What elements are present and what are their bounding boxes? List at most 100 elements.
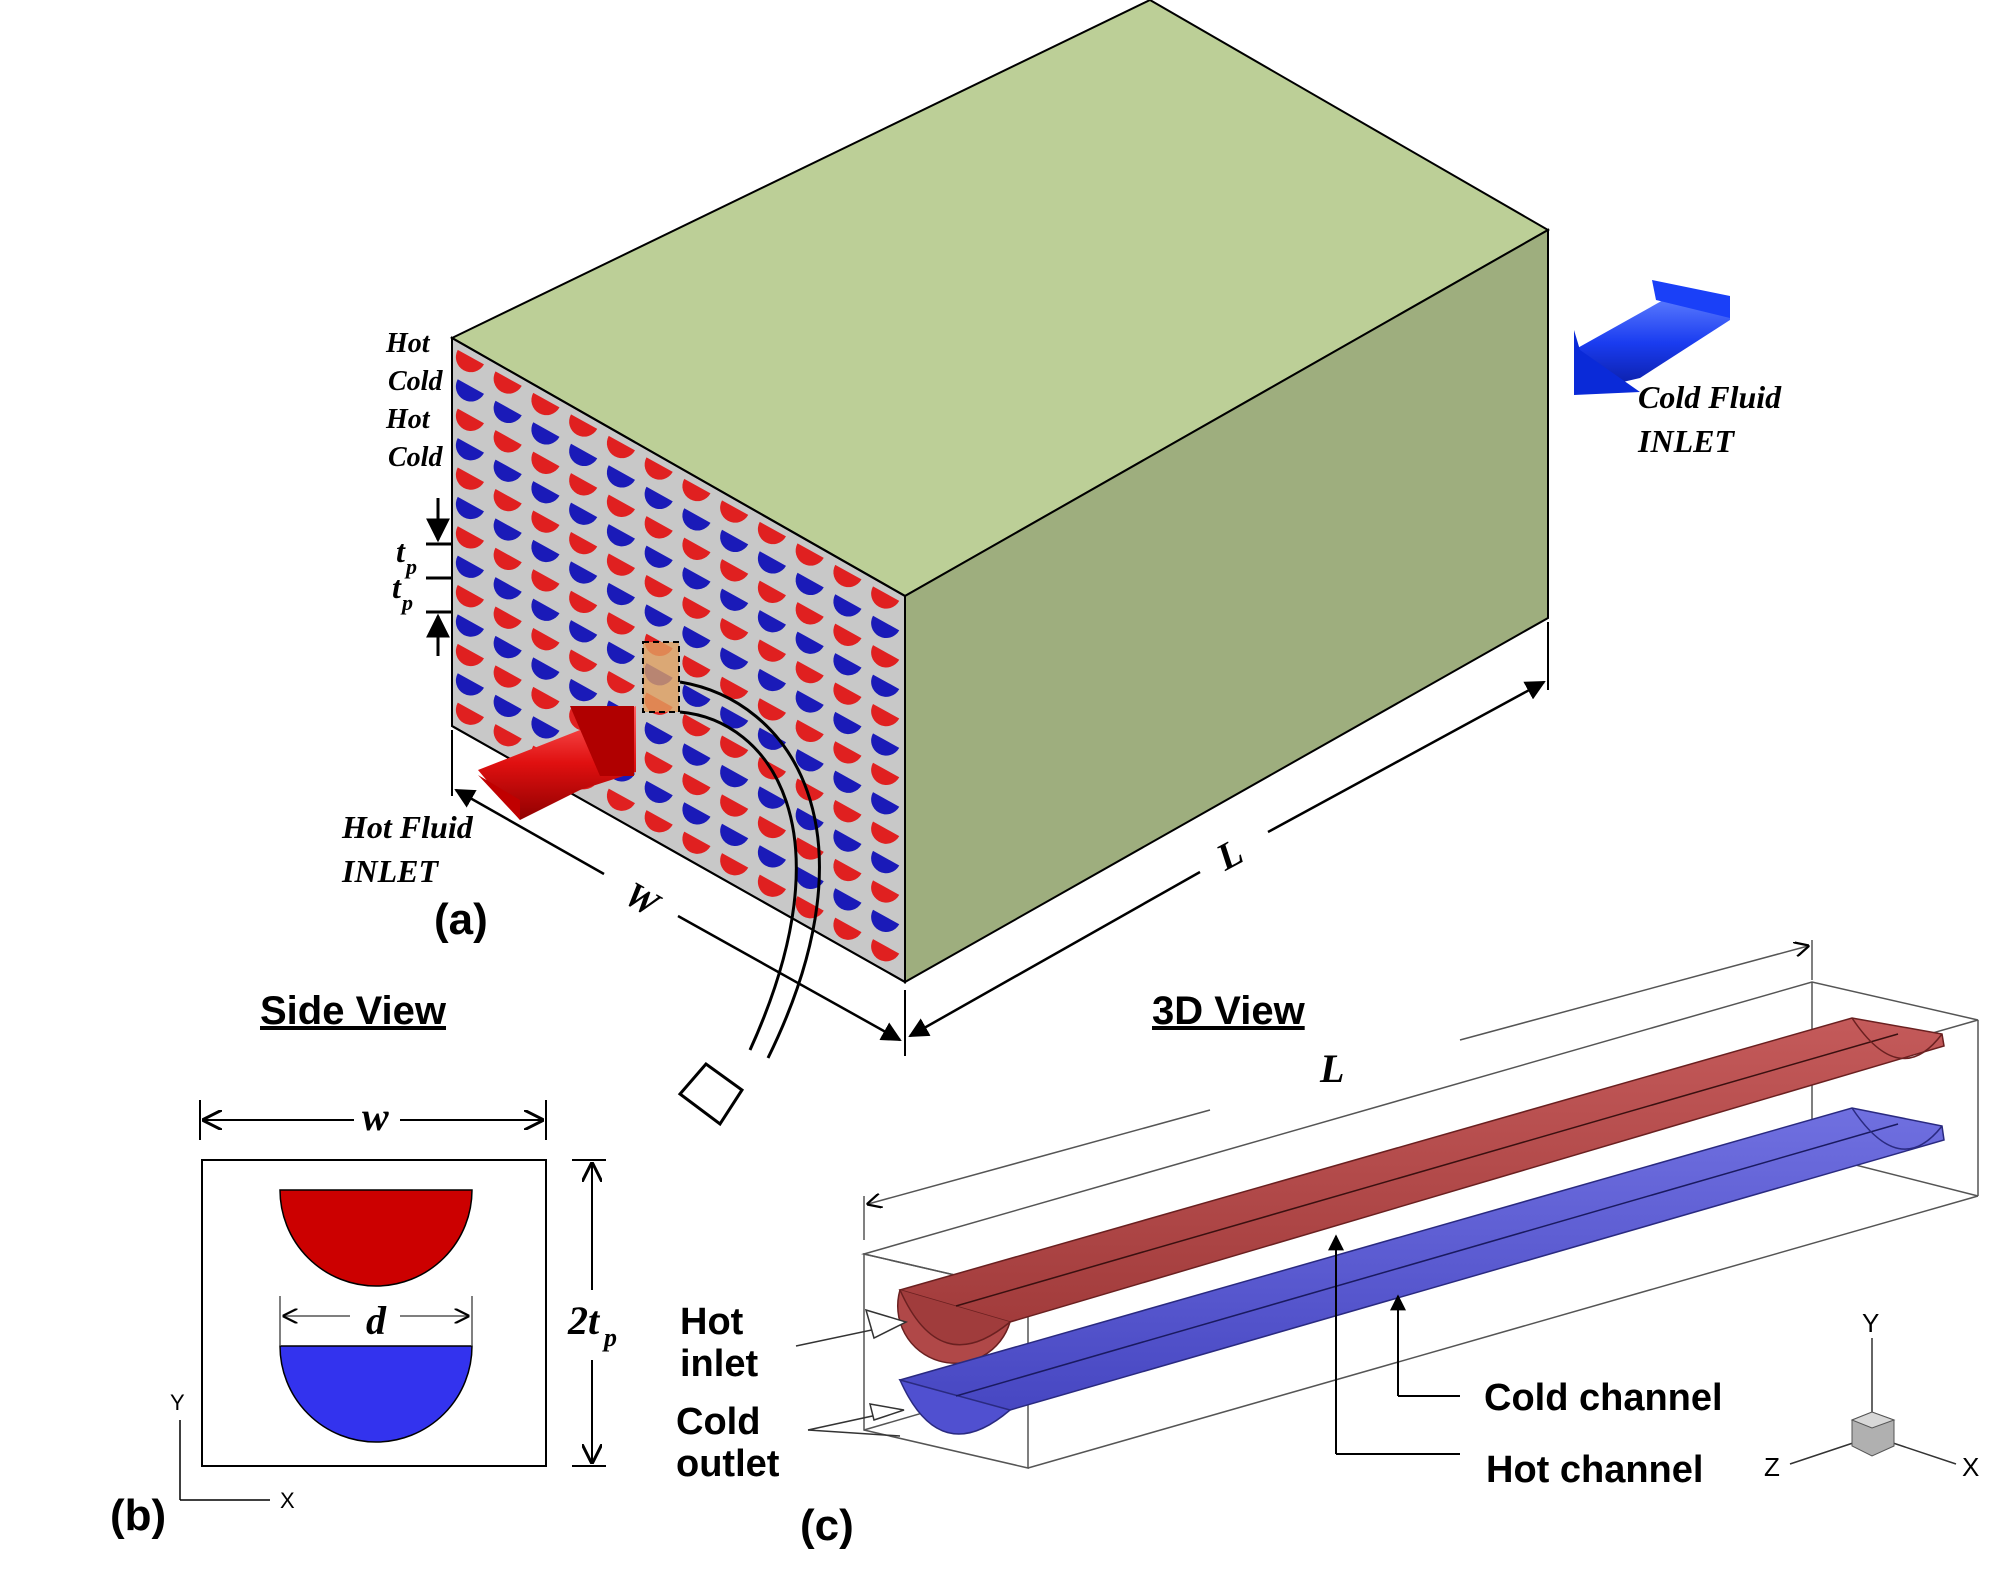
cold-channel-mark [720, 588, 749, 611]
cold-channel-mark [531, 657, 560, 680]
hot-channel-mark [795, 660, 824, 684]
cold-channel-mark [871, 792, 900, 815]
tp-label-top: t [396, 533, 406, 569]
hot-channel-mark [455, 408, 484, 431]
hot-channel-mark [455, 585, 484, 608]
height-label-sub: p [602, 1323, 617, 1352]
axes-b: Y X [170, 1390, 295, 1513]
hot-channel-mark [871, 645, 900, 668]
hot-channel-mark [682, 537, 711, 560]
cold-channel-mark [682, 743, 711, 766]
cold-channel-mark [569, 502, 598, 525]
cold-channel-mark [569, 561, 598, 584]
hot-channel-mark [757, 639, 786, 662]
cold-channel-mark [569, 443, 598, 467]
hot-channel-mark [795, 778, 824, 801]
cold-channel-mark [531, 539, 560, 563]
cold-channel-mark [493, 400, 522, 424]
cold-channel-mark [871, 674, 900, 697]
cold-channel-mark [455, 555, 484, 578]
hot-channel-mark [833, 564, 862, 588]
cold-channel-mark [757, 610, 786, 633]
hot-channel-mark [644, 751, 673, 774]
hot-channel-mark [531, 510, 560, 533]
tp-label-bottom-sub: p [400, 590, 413, 615]
cold-channel-mark [871, 615, 900, 639]
cold-channel-mark [720, 823, 749, 846]
hot-channel-mark [455, 702, 484, 725]
hot-channel-mark [871, 880, 900, 903]
cold-channel-mark [644, 545, 673, 568]
cold-channel-mark [493, 518, 522, 541]
tp-dimension: t p t p [392, 498, 452, 656]
hot-channel-mark [757, 580, 786, 603]
hot-channel-mark [493, 547, 522, 571]
cold-channel-mark [795, 631, 824, 654]
cold-channel-mark [606, 524, 635, 547]
cold-channel-mark [833, 829, 862, 852]
panel-a-label: (a) [434, 895, 488, 944]
layer-label-hot-1: Hot [385, 328, 431, 359]
height-label: 2t [567, 1298, 601, 1343]
cold-channel-mark [606, 465, 635, 488]
cold-channel-mark [757, 786, 786, 809]
hot-channel-mark [757, 874, 786, 897]
panel-c: 3D View L [676, 940, 1979, 1550]
axis-x-c: X [1962, 1452, 1979, 1482]
hot-tube [897, 1017, 1945, 1365]
cold-channel-mark [833, 770, 862, 793]
hot-inlet-arrow-icon [478, 706, 636, 820]
hot-channel-mark [455, 349, 484, 373]
hot-channel-mark [720, 500, 749, 523]
hot-channel-mark [682, 478, 711, 502]
hot-channel-mark [871, 762, 900, 786]
hot-channel-mark [493, 488, 522, 512]
channel-pattern [455, 349, 900, 982]
cold-outlet-label-1: Cold [676, 1401, 760, 1443]
hot-channel-mark [795, 837, 824, 860]
l-dimension-a: L [908, 622, 1549, 1038]
hot-channel-mark [493, 665, 522, 688]
cold-channel-mark [720, 706, 749, 729]
axes-c: Y Z X [1764, 1308, 1979, 1482]
hot-channel-label: Hot channel [1486, 1449, 1703, 1491]
cold-channel-mark [569, 620, 598, 643]
hot-channel-mark [795, 602, 824, 625]
cold-channel-mark [455, 496, 484, 520]
hot-channel-mark [606, 671, 635, 694]
cold-channel-mark [833, 594, 862, 617]
hot-channel-mark [531, 451, 560, 474]
cold-channel-mark [455, 438, 484, 461]
layer-label-cold-2: Cold [388, 442, 443, 473]
cold-channel-mark [493, 635, 522, 659]
cold-channel-mark [606, 582, 635, 606]
cold-channel-mark [531, 716, 560, 739]
w-label-a: W [618, 874, 668, 926]
cold-channel-mark [682, 567, 711, 590]
cold-channel-mark [833, 888, 862, 911]
panel-a: Hot Cold Hot Cold t p t p W [341, 0, 1782, 1127]
hot-channel-mark [720, 794, 749, 817]
hot-channel-mark [531, 628, 560, 651]
cold-channel-section [279, 1345, 473, 1443]
cold-channel-mark [493, 577, 522, 600]
hot-channel-mark [720, 676, 749, 700]
cold-channel-mark [682, 625, 711, 649]
hot-channel-mark [606, 612, 635, 635]
cold-channel-mark [531, 422, 560, 445]
hot-channel-mark [493, 606, 522, 629]
cold-channel-mark [720, 647, 749, 670]
axis-y-b: Y [170, 1390, 185, 1415]
side-view-title: Side View [260, 989, 447, 1033]
cold-channel-mark [455, 379, 484, 402]
hot-channel-mark [644, 574, 673, 598]
callout-arrow [679, 680, 821, 1059]
cold-channel-mark [644, 486, 673, 510]
highlight-cell [642, 641, 680, 713]
hot-inlet-label-1: Hot Fluid [341, 809, 474, 845]
hot-channel-mark [569, 473, 598, 496]
layer-label-hot-2: Hot [385, 404, 431, 435]
hot-channel-mark [871, 703, 900, 727]
cold-channel-mark [871, 733, 900, 756]
cold-channel-mark [795, 572, 824, 596]
